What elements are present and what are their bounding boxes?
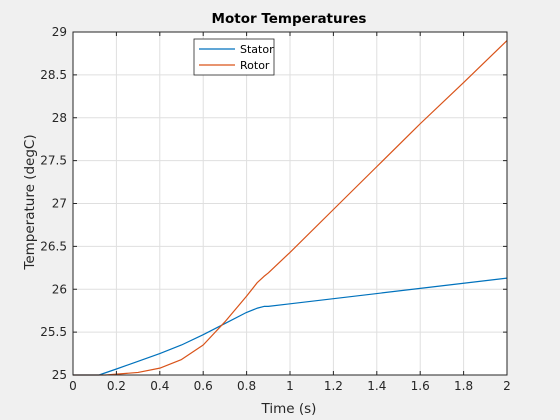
y-tick-label: 27.5 <box>40 154 67 168</box>
x-tick-labels: 0 0.2 0.4 0.6 0.8 1 1.2 1.4 1.6 1.8 2 <box>69 379 511 393</box>
x-tick-label: 0 <box>69 379 77 393</box>
x-tick-label: 1.6 <box>411 379 430 393</box>
x-axis-label: Time (s) <box>261 401 317 417</box>
y-tick-label: 26 <box>52 282 67 296</box>
y-tick-label: 29 <box>52 25 67 39</box>
x-tick-label: 0.8 <box>237 379 256 393</box>
x-tick-label: 2 <box>503 379 511 393</box>
x-tick-label: 1 <box>286 379 294 393</box>
y-tick-label: 26.5 <box>40 239 67 253</box>
x-tick-label: 0.6 <box>194 379 213 393</box>
y-tick-label: 28 <box>52 111 67 125</box>
x-tick-label: 0.2 <box>107 379 126 393</box>
y-tick-label: 25.5 <box>40 325 67 339</box>
y-tick-label: 27 <box>52 197 67 211</box>
x-tick-label: 1.4 <box>367 379 386 393</box>
legend-box <box>193 38 275 76</box>
series-layer <box>73 40 508 376</box>
y-tick-label: 28.5 <box>40 68 67 82</box>
chart-title: Motor Temperatures <box>212 11 367 27</box>
x-tick-label: 0.4 <box>150 379 169 393</box>
tick-marks <box>72 31 508 376</box>
y-tick-label: 25 <box>52 368 67 382</box>
y-tick-labels: 25 25.5 26 26.5 27 27.5 28 28.5 29 <box>40 25 67 382</box>
y-axis-label: Temperature (degC) <box>22 134 38 270</box>
legend-label-rotor: Rotor <box>240 59 270 72</box>
series-line-stator <box>73 277 508 376</box>
legend-label-stator: Stator <box>240 43 274 56</box>
x-tick-label: 1.2 <box>324 379 343 393</box>
legend: Stator Rotor <box>193 38 275 76</box>
x-tick-label: 1.8 <box>454 379 473 393</box>
series-line-rotor <box>73 40 508 376</box>
